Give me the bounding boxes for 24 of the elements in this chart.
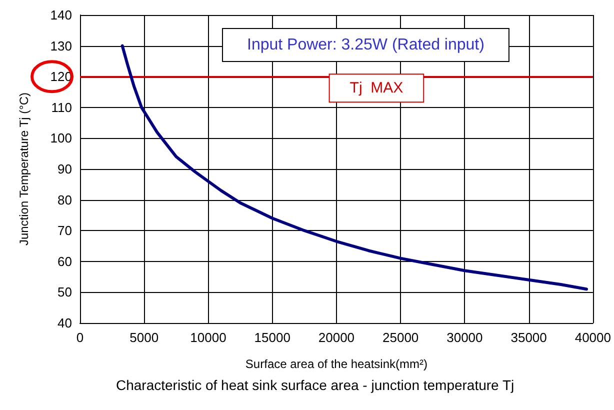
y-tick-label: 40 — [58, 316, 72, 330]
x-axis-title: Surface area of the heatsink(mm²) — [245, 357, 428, 371]
x-tick-label: 10000 — [190, 330, 226, 345]
ref-line-label: Tj MAX — [350, 80, 404, 97]
y-tick-label: 140 — [50, 8, 72, 22]
y-tick-label: 130 — [50, 38, 72, 54]
y-axis-title: Junction Temperature Tj (°C) — [17, 92, 31, 246]
x-tick-label: 25000 — [382, 330, 419, 345]
y-tick-label: 110 — [51, 100, 72, 115]
y-tick-label: 70 — [58, 223, 72, 238]
y-tick-label: 90 — [58, 162, 72, 176]
y-tick-label: 80 — [58, 192, 72, 208]
y-tick-label: 60 — [58, 254, 72, 269]
x-tick-label: 30000 — [446, 330, 483, 345]
text: Characteristic of heat sink surface area - junction temperature Tj — [116, 377, 514, 393]
x-tick-label: 15000 — [254, 330, 290, 345]
x-tick-label: 20000 — [318, 330, 355, 345]
y-tick-label: 100 — [50, 130, 72, 146]
x-tick-label: 5000 — [130, 330, 159, 345]
annotation: Input Power: 3.25W (Rated input) — [247, 36, 484, 54]
x-tick-label: 40000 — [574, 330, 612, 345]
x-tick-label: 0 — [76, 330, 84, 345]
x-tick-label: 35000 — [510, 330, 547, 345]
y-tick-label: 50 — [58, 284, 72, 300]
